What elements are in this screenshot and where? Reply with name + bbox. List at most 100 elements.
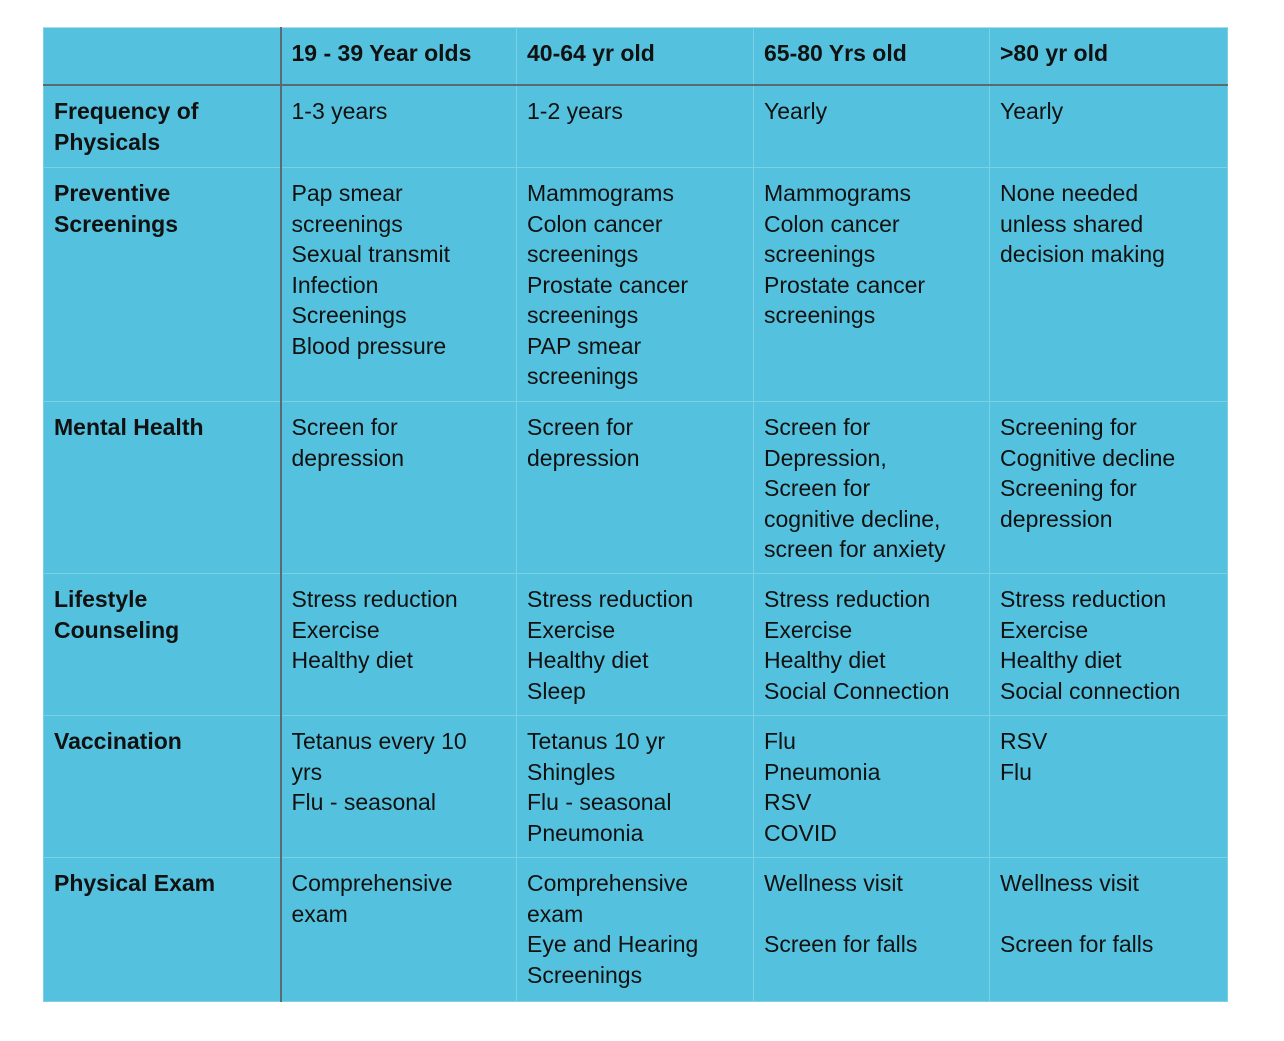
cell-line: Pap smear (291, 180, 403, 206)
cell-line: Comprehensive (527, 870, 689, 896)
cell-mental-65-80: Screen for Depression, Screen for cognitive… (753, 401, 990, 574)
cell-line: Screenings (291, 302, 407, 328)
row-header-life: Lifestyle Counseling (43, 573, 282, 716)
cell-line: screenings (291, 210, 403, 237)
cell-line: Screen for (764, 414, 871, 440)
cell-prev-40-64: Mammograms Colon cancer screenings Prostate… (516, 167, 754, 402)
table-row: Frequency of Physicals 1-3 years 1-2 years Y… (43, 84, 1228, 168)
cell-line: Social Connection (764, 677, 950, 704)
cell-line: Shingles (527, 758, 616, 785)
cell-freq-40-64: 1-2 years (516, 84, 754, 168)
preventive-care-table: 19 - 39 Year olds 40-64 yr old 65-80 Yrs… (43, 27, 1228, 1002)
cell-line: Colon cancer (527, 210, 663, 237)
cell-life-40-64: Stress reduction Exercise Healthy diet Slee… (516, 573, 754, 716)
row-header-line: Vaccination (54, 728, 182, 754)
cell-line: Yearly (1000, 98, 1064, 124)
table-body: Frequency of Physicals 1-3 years 1-2 years Y… (43, 84, 1228, 1002)
preventive-care-table-container: 19 - 39 Year olds 40-64 yr old 65-80 Yrs… (43, 27, 1228, 1002)
cell-line: Stress reduction (291, 586, 458, 612)
header-row: 19 - 39 Year olds 40-64 yr old 65-80 Yrs… (43, 27, 1228, 86)
table-row: Mental Health Screen for depression Screen … (43, 401, 1228, 574)
cell-line: screenings (527, 302, 639, 328)
cell-line: Screenings (527, 961, 643, 988)
cell-line: depression (527, 444, 640, 471)
cell-line: Screen for (764, 475, 871, 501)
cell-vacc-40-64: Tetanus 10 yr Shingles Flu - seasonal Pneum… (516, 715, 754, 858)
cell-line: depression (291, 444, 405, 471)
cell-life-19-39: Stress reduction Exercise Healthy diet (280, 573, 517, 716)
cell-line: Screen for (291, 414, 398, 440)
row-header-line: Screenings (54, 210, 178, 237)
cell-line: Blood pressure (291, 332, 447, 359)
cell-line: Depression, (764, 444, 887, 471)
column-header-40-64: 40-64 yr old (516, 27, 754, 86)
row-header-line: Physical Exam (54, 870, 216, 896)
cell-line: Healthy diet (291, 647, 413, 673)
cell-freq-65-80: Yearly (753, 84, 990, 168)
cell-line: Healthy diet (764, 647, 886, 673)
cell-line: Sleep (527, 677, 586, 704)
cell-line: Screen for falls (1000, 931, 1154, 957)
cell-line: COVID (764, 819, 837, 846)
cell-mental-19-39: Screen for depression (280, 401, 517, 574)
cell-line: Tetanus every 10 (291, 728, 467, 754)
cell-exam-over-80: Wellness visit Screen for falls (989, 857, 1228, 1002)
cell-line: Cognitive decline (1000, 444, 1176, 471)
cell-line: RSV (764, 789, 812, 815)
cell-line: Screening for (1000, 475, 1137, 501)
cell-line: Flu - seasonal (291, 789, 436, 815)
cell-line: Screen for falls (764, 931, 918, 957)
cell-line: Comprehensive (291, 870, 453, 896)
cell-line: Mammograms (764, 180, 911, 206)
cell-prev-19-39: Pap smear screenings Sexual transmit Infect… (280, 167, 517, 402)
cell-line: 1-2 years (527, 98, 623, 124)
cell-prev-over-80: None needed unless shared decision making (989, 167, 1228, 402)
cell-prev-65-80: Mammograms Colon cancer screenings Prostate… (753, 167, 990, 402)
cell-line: Pneumonia (527, 819, 644, 846)
corner-cell (43, 27, 282, 86)
cell-line: Healthy diet (527, 647, 649, 673)
cell-line: Wellness visit (1000, 870, 1139, 896)
cell-line: unless shared (1000, 210, 1144, 237)
row-header-mental: Mental Health (43, 401, 282, 574)
cell-line: Eye and Hearing (527, 931, 699, 957)
cell-line: Screening for (1000, 414, 1137, 440)
row-header-line: Mental Health (54, 414, 204, 440)
column-header-over-80: >80 yr old (989, 27, 1228, 86)
cell-exam-65-80: Wellness visit Screen for falls (753, 857, 990, 1002)
cell-exam-40-64: Comprehensive exam Eye and Hearing Screenin… (516, 857, 754, 1002)
cell-line: Infection (291, 271, 379, 298)
cell-mental-over-80: Screening for Cognitive decline Screening … (989, 401, 1228, 574)
table-row: Physical Exam Comprehensive exam Comprehens… (43, 857, 1228, 1002)
cell-line: Stress reduction (1000, 586, 1167, 612)
cell-line: Stress reduction (764, 586, 931, 612)
cell-freq-19-39: 1-3 years (280, 84, 517, 168)
cell-vacc-over-80: RSV Flu (989, 715, 1228, 858)
cell-line: Stress reduction (527, 586, 694, 612)
cell-line: Exercise (291, 616, 380, 643)
cell-line: decision making (1000, 241, 1165, 267)
cell-line: screenings (527, 241, 639, 267)
cell-line: yrs (291, 758, 323, 785)
cell-line: Pneumonia (764, 758, 881, 785)
cell-line: depression (1000, 505, 1113, 532)
row-header-line: Frequency of (54, 98, 199, 124)
row-header-line: Counseling (54, 616, 180, 643)
row-header-exam: Physical Exam (43, 857, 282, 1002)
cell-line: Flu - seasonal (527, 789, 672, 815)
cell-line: Yearly (764, 98, 828, 124)
cell-line: Exercise (764, 616, 853, 643)
cell-line (1000, 899, 1217, 930)
cell-exam-19-39: Comprehensive exam (280, 857, 517, 1002)
column-header-19-39: 19 - 39 Year olds (280, 27, 517, 86)
cell-life-65-80: Stress reduction Exercise Healthy diet Soci… (753, 573, 990, 716)
row-header-line: Physicals (54, 128, 161, 155)
row-header-line: Preventive (54, 180, 171, 206)
table-row: Vaccination Tetanus every 10 yrs Flu - seas… (43, 715, 1228, 858)
cell-mental-40-64: Screen for depression (516, 401, 754, 574)
cell-line: Healthy diet (1000, 647, 1122, 673)
row-header-vacc: Vaccination (43, 715, 282, 858)
cell-life-over-80: Stress reduction Exercise Healthy diet Soci… (989, 573, 1228, 716)
cell-line (764, 899, 979, 930)
table-row: Preventive Screenings Pap smear screenings S… (43, 167, 1228, 402)
